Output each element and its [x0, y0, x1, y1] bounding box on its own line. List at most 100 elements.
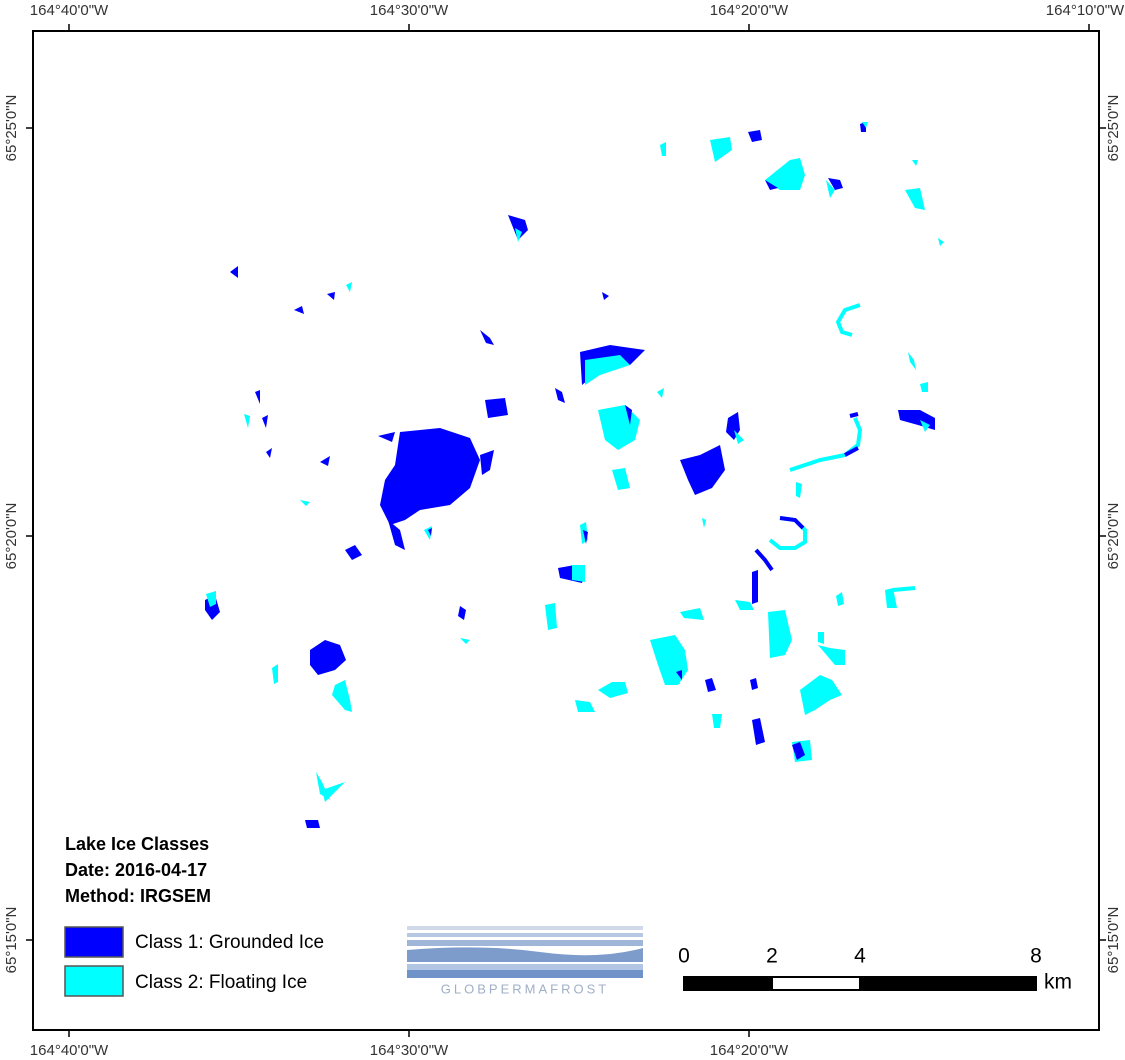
grounded-ice-lake [555, 388, 565, 403]
map-frame [32, 30, 1100, 1031]
floating-ice-lake [885, 588, 897, 608]
scale-bar: 0 2 4 8km [678, 945, 1072, 994]
grounded-ice-shore [844, 446, 859, 457]
grounded-ice-lake [255, 390, 260, 404]
floating-ice-shore [835, 303, 861, 337]
grounded-ice-lake [380, 428, 480, 525]
floating-ice-lake [598, 682, 628, 698]
bottom-label: 164°30'0"W [370, 1042, 449, 1059]
graticule-ticks [26, 24, 1106, 1037]
grounded-ice-lake [458, 606, 466, 620]
grounded-ice-lake [320, 456, 330, 466]
floating-ice-lake [316, 772, 330, 800]
lakes [205, 122, 944, 828]
logo: GLOBPERMAFROST [407, 926, 643, 996]
bottom-label: 164°40'0"W [30, 1042, 109, 1059]
logo-text: GLOBPERMAFROST [441, 981, 609, 996]
legend-title: Lake Ice Classes [65, 834, 209, 854]
floating-ice-shore [892, 586, 916, 592]
floating-ice-lake [765, 158, 805, 190]
floating-ice-lake [908, 352, 916, 370]
bottom-label: 164°20'0"W [710, 1042, 789, 1059]
legend-swatch [64, 926, 124, 958]
legend-label: Class 2: Floating Ice [135, 972, 307, 993]
grounded-ice-lake [305, 820, 320, 828]
grounded-ice-shore [849, 412, 859, 418]
grounded-ice-lake [583, 530, 588, 544]
legend-title: Date: 2016-04-17 [65, 860, 207, 880]
floating-ice-lake [710, 137, 732, 162]
right-label: 65°15'0"N [1105, 907, 1122, 974]
grounded-ice-lake [676, 670, 682, 680]
grounded-ice-shore [779, 516, 805, 530]
graticule-labels: 164°40'0"W 164°30'0"W 164°20'0"W 164°10'… [3, 2, 1125, 1059]
left-label: 65°20'0"N [3, 503, 20, 570]
floating-ice-lake [346, 282, 352, 292]
floating-ice-lake [612, 468, 630, 490]
grounded-ice-lake [345, 545, 362, 560]
floating-ice-lake [768, 610, 792, 658]
scale-unit: km [1044, 971, 1072, 994]
floating-ice-lake [702, 518, 706, 528]
grounded-ice-lake [310, 640, 346, 675]
floating-ice-lake [818, 645, 845, 665]
grounded-ice-lake [680, 445, 725, 495]
floating-ice-lake [862, 122, 868, 128]
scale-segment [859, 976, 1037, 991]
floating-ice-lake [545, 603, 557, 630]
floating-ice-lake [244, 414, 250, 428]
right-label: 65°20'0"N [1105, 503, 1122, 570]
grounded-ice-lake [508, 215, 528, 240]
top-label: 164°30'0"W [370, 2, 449, 19]
grounded-ice-lake [327, 292, 335, 300]
legend-title: Method: IRGSEM [65, 886, 211, 906]
scale-label: 0 [678, 945, 690, 968]
grounded-ice-lake [705, 678, 716, 692]
left-label: 65°25'0"N [3, 95, 20, 162]
grounded-ice-lake [480, 330, 494, 345]
legend: Lake Ice Classes Date: 2016-04-17 Method… [64, 834, 324, 997]
grounded-ice-lake [792, 742, 805, 760]
scale-label: 4 [854, 945, 866, 968]
floating-ice-lake [272, 664, 278, 684]
floating-ice-lake [938, 238, 944, 246]
top-label: 164°20'0"W [710, 2, 789, 19]
grounded-ice-lake [752, 718, 765, 745]
grounded-ice-lake [485, 398, 508, 418]
grounded-ice-lake [388, 520, 405, 550]
grounded-ice-lake [828, 178, 843, 190]
floating-ice-lake [515, 228, 522, 242]
floating-ice-lake [800, 675, 842, 715]
grounded-ice-lake [428, 528, 432, 536]
floating-ice-lake [575, 700, 595, 712]
grounded-ice-lake [262, 415, 268, 428]
grounded-ice-lake [378, 432, 395, 442]
scale-label: 8 [1030, 945, 1042, 968]
floating-ice-lake [585, 355, 630, 385]
grounded-ice-lake [266, 448, 272, 458]
floating-ice-lake [905, 188, 925, 210]
scale-label: 2 [766, 945, 778, 968]
floating-ice-lake [300, 500, 310, 506]
grounded-ice-lake [480, 450, 494, 475]
grounded-ice-lake [230, 266, 238, 278]
floating-ice-lake [920, 420, 930, 432]
grounded-ice-lake [748, 130, 762, 142]
scale-segment [771, 976, 861, 991]
floating-ice-lake [712, 714, 722, 728]
floating-ice-lake [735, 600, 754, 610]
floating-ice-lake [920, 382, 928, 392]
grounded-ice-lake [294, 306, 304, 314]
floating-ice-lake [206, 591, 216, 607]
right-label: 65°25'0"N [1105, 95, 1122, 162]
floating-ice-lake [680, 608, 704, 620]
floating-ice-lake [332, 680, 352, 712]
legend-label: Class 1: Grounded Ice [135, 932, 324, 953]
legend-swatch [64, 965, 124, 997]
floating-ice-lake [912, 160, 918, 166]
floating-ice-lake [836, 592, 844, 606]
scale-segment [683, 976, 773, 991]
floating-ice-lake [734, 430, 744, 444]
grounded-ice-lake [602, 292, 609, 300]
